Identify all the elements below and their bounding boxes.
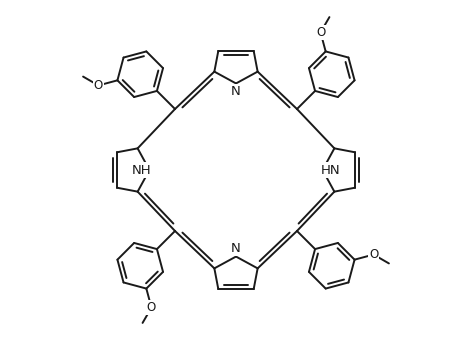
Text: N: N xyxy=(231,242,241,255)
Text: O: O xyxy=(147,301,156,314)
Text: O: O xyxy=(316,26,325,39)
Text: NH: NH xyxy=(132,164,152,176)
Text: HN: HN xyxy=(320,164,340,176)
Text: O: O xyxy=(94,79,103,92)
Text: N: N xyxy=(231,85,241,98)
Text: O: O xyxy=(369,248,378,261)
